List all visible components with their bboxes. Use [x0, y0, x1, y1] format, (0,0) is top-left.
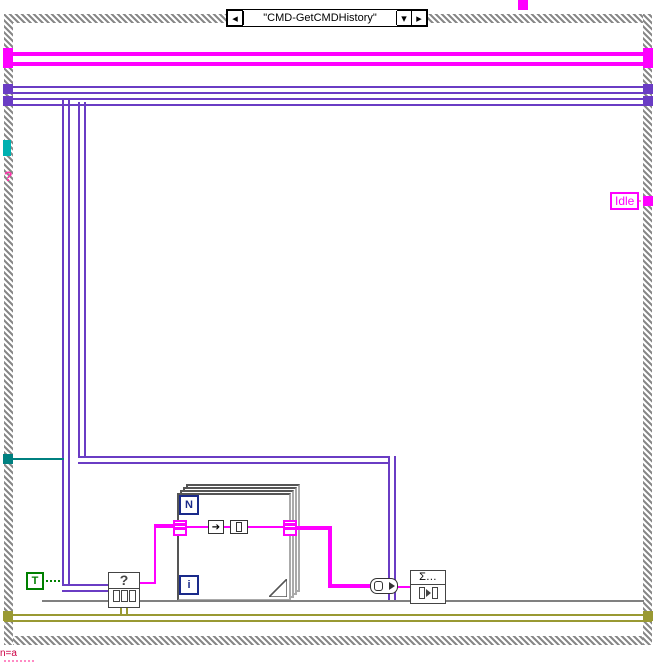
for-loop-arrow-node[interactable]: ➔ — [208, 520, 224, 534]
wire-pink-dotted-bottom — [4, 660, 34, 662]
wire-magenta-top-2 — [4, 62, 652, 66]
case-label[interactable]: "CMD-GetCMDHistory" — [243, 11, 397, 25]
for-loop-tunnel-in — [173, 520, 187, 536]
bottom-left-label: n=a — [0, 648, 17, 659]
wire-purple-dbl-1 — [4, 86, 652, 94]
wire-teal-mid — [4, 458, 64, 460]
tunnel-r-idle — [643, 196, 653, 206]
for-loop-tunnel-out — [283, 520, 297, 536]
left-question-icon: ? — [4, 168, 13, 184]
sigma-label: Σ… — [411, 571, 445, 585]
case-dropdown-button[interactable]: ▾ — [397, 10, 411, 26]
chevron-left-icon: ◂ — [232, 12, 238, 25]
wire-loop-out-h2 — [328, 584, 370, 588]
for-loop-i: i — [179, 575, 199, 595]
tunnel-r-mag-1 — [643, 48, 653, 58]
chevron-right-icon: ▸ — [416, 12, 422, 25]
wire-purple-drop-2 — [78, 102, 86, 458]
case-prev-button[interactable]: ◂ — [227, 10, 243, 26]
tunnel-r-pur-1 — [643, 84, 653, 94]
tunnel-l-olive — [3, 611, 13, 621]
tunnel-top-magenta — [518, 0, 528, 10]
string-constant-value: Idle — [615, 194, 634, 208]
bundle-node[interactable] — [370, 578, 398, 594]
block-diagram: ◂ "CMD-GetCMDHistory" ▾ ▸ ? Idle T — [0, 0, 656, 663]
wire-loop-out-h1 — [296, 526, 330, 530]
page-fold-icon — [269, 579, 287, 597]
wire-purple-drop-1 — [62, 100, 70, 586]
boolean-constant-true[interactable]: T — [26, 572, 44, 590]
string-constant-idle[interactable]: Idle — [610, 192, 639, 210]
arrow-icon: ➔ — [212, 522, 220, 533]
wire-olive-bottom — [4, 614, 652, 622]
tunnel-r-pur-2 — [643, 96, 653, 106]
question-icon: ? — [109, 573, 139, 587]
wire-unbundle-out-h — [138, 582, 154, 584]
wire-true-right — [42, 580, 60, 582]
boolean-value: T — [32, 575, 39, 587]
tunnel-l-pur-1 — [3, 84, 13, 94]
tunnel-l-teal — [3, 454, 13, 464]
chevron-down-icon: ▾ — [401, 12, 407, 25]
case-border-right — [643, 14, 652, 645]
tunnel-l-cyan — [3, 140, 11, 156]
wire-bundle-to-sigma — [396, 586, 410, 588]
wire-loop-out-v — [328, 526, 332, 586]
unbundle-node[interactable]: ? — [108, 572, 140, 608]
wire-unbundle-out-v — [154, 524, 156, 584]
tunnel-l-mag-1 — [3, 48, 13, 58]
wire-purple-bot-h1 — [62, 584, 108, 592]
wire-in-loop-1 — [185, 526, 208, 528]
case-border-bottom — [4, 636, 652, 645]
invoke-method-node[interactable]: Σ… — [410, 570, 446, 604]
tunnel-l-pur-2 — [3, 96, 13, 106]
case-border-left — [4, 14, 13, 645]
wire-magenta-top-1 — [4, 52, 652, 56]
for-loop-tiny-node[interactable] — [230, 520, 248, 534]
for-loop-N: N — [179, 495, 199, 515]
tunnel-l-mag-2 — [3, 58, 13, 68]
tunnel-r-mag-2 — [643, 58, 653, 68]
case-next-button[interactable]: ▸ — [411, 10, 427, 26]
wire-purple-mid-h — [78, 456, 390, 464]
wire-purple-dbl-2 — [4, 98, 652, 106]
case-selector[interactable]: ◂ "CMD-GetCMDHistory" ▾ ▸ — [226, 9, 428, 27]
wire-in-loop-3 — [246, 526, 286, 528]
tunnel-r-olive — [643, 611, 653, 621]
